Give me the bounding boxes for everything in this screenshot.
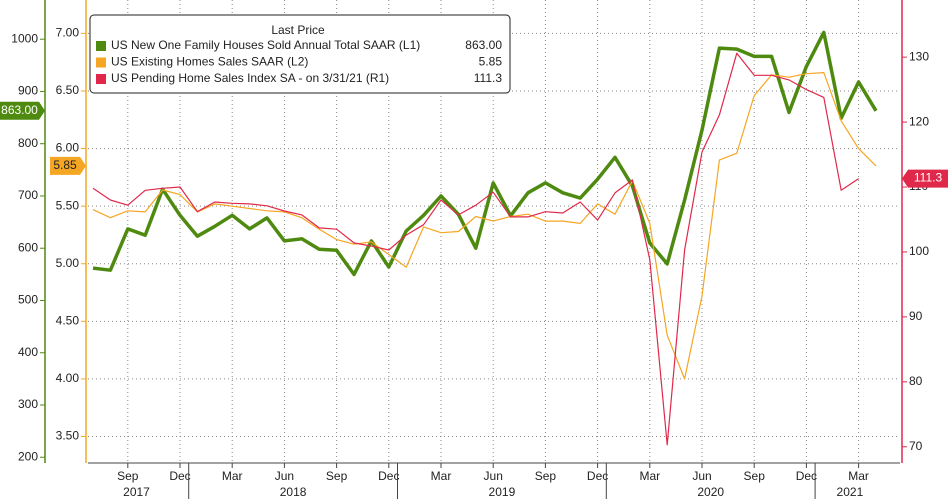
x-tick-label: Dec <box>378 469 399 483</box>
x-tick-label: Sep <box>535 469 557 483</box>
x-group-label: 2019 <box>489 485 516 499</box>
y-tick-label: 120 <box>909 114 929 128</box>
y-tick-label: 130 <box>909 49 929 63</box>
legend-value: 863.00 <box>465 38 502 52</box>
y-tick-label: 1000 <box>11 31 38 45</box>
y-tick-label: 80 <box>909 374 923 388</box>
x-tick-label: Mar <box>431 469 452 483</box>
legend-title: Last Price <box>271 23 325 37</box>
x-tick-label: Dec <box>796 469 817 483</box>
y-tick-label: 200 <box>18 449 38 463</box>
last-value-label: 863.00 <box>1 103 38 117</box>
legend-swatch <box>96 74 106 84</box>
series-line <box>92 72 877 380</box>
x-tick-label: Jun <box>275 469 294 483</box>
legend-swatch <box>96 57 106 68</box>
x-tick-label: Mar <box>848 469 869 483</box>
y-tick-label: 900 <box>18 84 38 98</box>
legend: Last Price US New One Family Houses Sold… <box>89 14 511 94</box>
legend-label: US New One Family Houses Sold Annual Tot… <box>111 38 420 52</box>
x-group-label: 2018 <box>280 485 307 499</box>
legend-value: 5.85 <box>479 55 503 69</box>
legend-value: 111.3 <box>474 71 503 85</box>
x-tick-label: Sep <box>326 469 348 483</box>
y-tick-label: 90 <box>909 309 923 323</box>
x-tick-label: Mar <box>639 469 660 483</box>
y-tick-label: 5.00 <box>56 256 80 270</box>
y-tick-label: 3.50 <box>56 429 80 443</box>
lines-layer <box>92 30 878 446</box>
y-tick-label: 6.50 <box>56 83 80 97</box>
y-tick-label: 700 <box>18 188 38 202</box>
x-tick-label: Jun <box>484 469 503 483</box>
y-tick-label: 5.50 <box>56 198 80 212</box>
x-tick-label: Sep <box>117 469 139 483</box>
y-tick-label: 4.50 <box>56 314 80 328</box>
y-tick-label: 500 <box>18 293 38 307</box>
y-tick-label: 7.00 <box>56 26 80 40</box>
y-tick-label: 600 <box>18 240 38 254</box>
y-tick-label: 800 <box>18 136 38 150</box>
x-tick-label: Sep <box>744 469 766 483</box>
y-tick-label: 100 <box>909 244 929 258</box>
series-line <box>92 30 878 277</box>
x-tick-label: Mar <box>222 469 243 483</box>
last-value-badge <box>902 169 948 188</box>
y-tick-label: 70 <box>909 439 923 453</box>
series-line <box>92 52 859 446</box>
last-value-label: 5.85 <box>53 158 77 172</box>
legend-swatch <box>96 41 106 51</box>
x-tick-label: Dec <box>169 469 190 483</box>
x-tick-label: Dec <box>587 469 608 483</box>
y-tick-label: 400 <box>18 345 38 359</box>
grid-layer <box>88 0 900 463</box>
legend-label: US Existing Homes Sales SAAR (L2) <box>111 55 308 69</box>
last-value-label: 111.3 <box>914 171 943 185</box>
legend-label: US Pending Home Sales Index SA - on 3/31… <box>111 71 389 85</box>
y-tick-label: 300 <box>18 397 38 411</box>
last-value-badge <box>0 101 45 120</box>
last-value-badge <box>50 156 86 175</box>
x-group-label: 2017 <box>123 485 150 499</box>
x-tick-label: Jun <box>692 469 711 483</box>
y-tick-label: 6.00 <box>56 141 80 155</box>
y-tick-label: 4.00 <box>56 371 80 385</box>
x-group-label: 2020 <box>697 485 724 499</box>
x-group-label: 2021 <box>837 485 864 499</box>
legend-box <box>89 14 511 94</box>
